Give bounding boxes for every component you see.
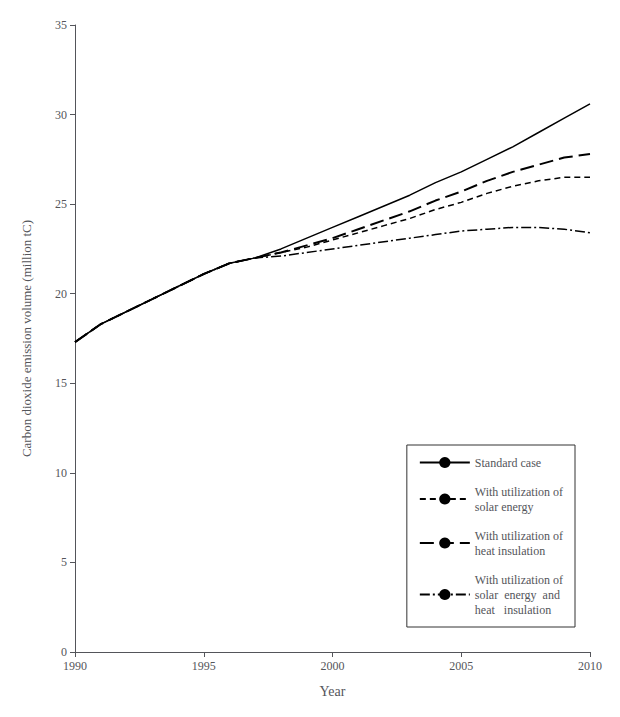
svg-text:2005: 2005 (449, 659, 473, 673)
svg-text:Carbon dioxide emission volume: Carbon dioxide emission volume (million … (19, 220, 34, 457)
svg-text:10: 10 (55, 466, 67, 480)
svg-text:25: 25 (55, 197, 67, 211)
svg-text:With utilization of: With utilization of (475, 485, 563, 499)
svg-text:Year: Year (320, 684, 346, 699)
svg-text:5: 5 (61, 555, 67, 569)
svg-text:20: 20 (55, 287, 67, 301)
svg-text:15: 15 (55, 376, 67, 390)
svg-text:0: 0 (61, 645, 67, 659)
svg-text:35: 35 (55, 18, 67, 32)
svg-text:30: 30 (55, 108, 67, 122)
svg-text:With utilization of: With utilization of (475, 573, 563, 587)
svg-text:solar energy and: solar energy and (475, 588, 560, 602)
svg-text:1990: 1990 (63, 659, 87, 673)
svg-text:2000: 2000 (321, 659, 345, 673)
svg-text:Standard case: Standard case (475, 456, 541, 470)
svg-text:1995: 1995 (192, 659, 216, 673)
svg-text:2010: 2010 (578, 659, 602, 673)
svg-text:solar energy: solar energy (475, 500, 534, 514)
svg-text:heat insulation: heat insulation (475, 544, 545, 558)
svg-text:heat insulation: heat insulation (475, 603, 551, 617)
svg-text:With utilization of: With utilization of (475, 529, 563, 543)
